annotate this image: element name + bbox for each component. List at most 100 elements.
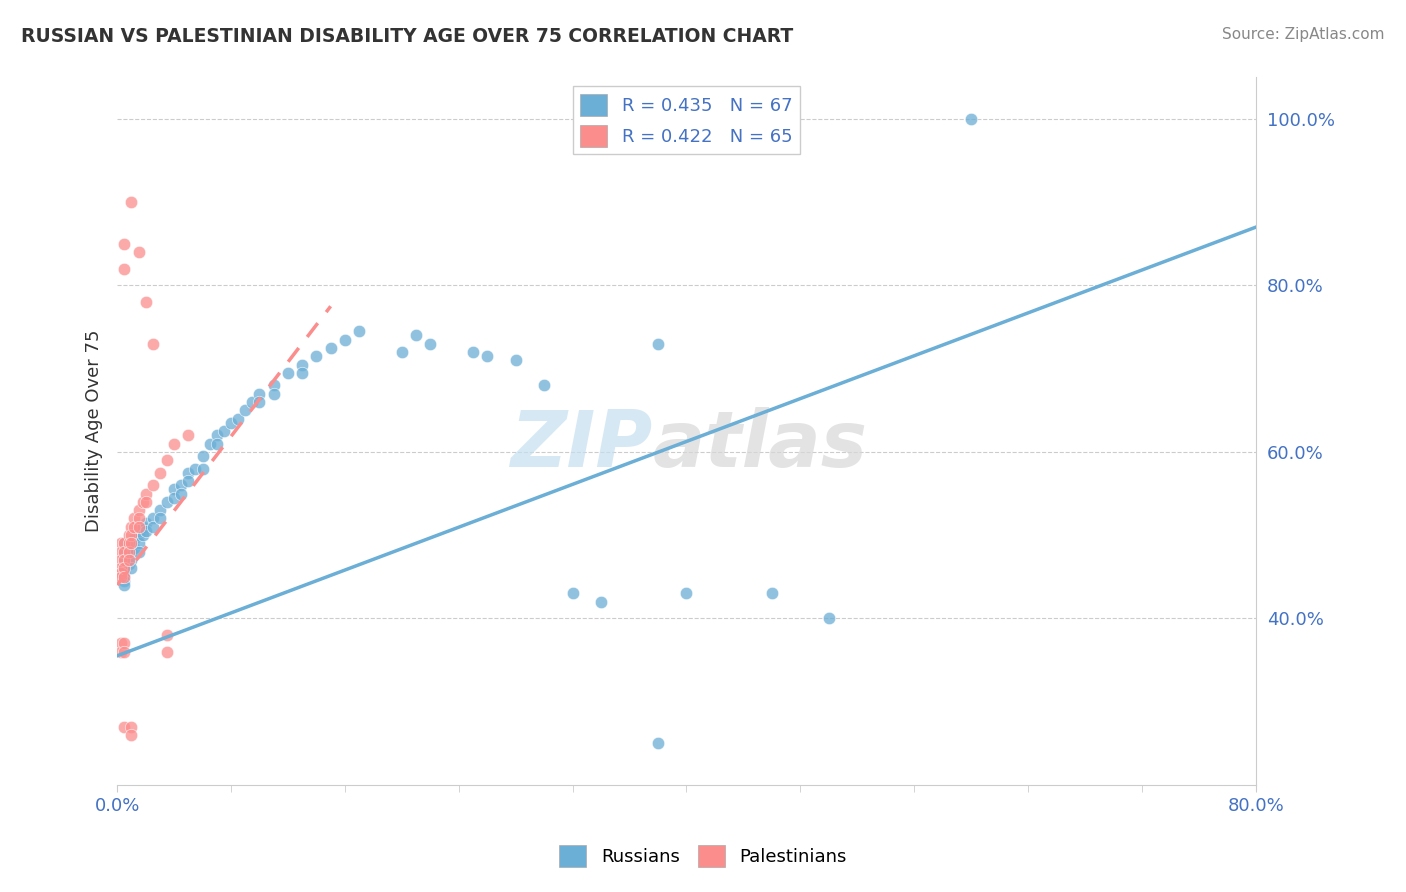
Point xyxy=(170,478,193,492)
Point xyxy=(249,386,271,401)
Point xyxy=(120,536,142,550)
Point xyxy=(333,333,356,347)
Point xyxy=(117,545,139,559)
Point xyxy=(117,536,139,550)
Point xyxy=(205,428,228,442)
Point xyxy=(135,295,157,310)
Point xyxy=(142,511,165,525)
Point xyxy=(128,545,150,559)
Point xyxy=(112,545,135,559)
Point xyxy=(112,645,135,659)
Point xyxy=(263,378,285,392)
Point xyxy=(132,495,155,509)
Point xyxy=(110,645,132,659)
Point xyxy=(191,449,214,463)
Point xyxy=(142,336,165,351)
Point xyxy=(647,736,669,750)
Point xyxy=(419,336,441,351)
Point xyxy=(960,112,983,126)
Point xyxy=(761,586,783,600)
Point xyxy=(177,428,200,442)
Point xyxy=(177,474,200,488)
Point xyxy=(291,366,314,380)
Point xyxy=(110,570,132,584)
Point xyxy=(184,461,207,475)
Point xyxy=(405,328,427,343)
Point xyxy=(112,561,135,575)
Point xyxy=(135,495,157,509)
Point xyxy=(149,503,172,517)
Point xyxy=(149,466,172,480)
Point xyxy=(647,336,669,351)
Point xyxy=(561,586,583,600)
Point xyxy=(120,536,142,550)
Point xyxy=(156,645,179,659)
Point xyxy=(120,545,142,559)
Point xyxy=(505,353,527,368)
Point xyxy=(212,424,235,438)
Point xyxy=(191,461,214,475)
Point xyxy=(117,558,139,572)
Point xyxy=(120,561,142,575)
Text: atlas: atlas xyxy=(652,408,868,483)
Point xyxy=(149,511,172,525)
Point xyxy=(112,553,135,567)
Point xyxy=(128,520,150,534)
Point xyxy=(163,483,186,497)
Point xyxy=(142,520,165,534)
Point xyxy=(128,511,150,525)
Point xyxy=(291,358,314,372)
Point xyxy=(112,536,135,550)
Point xyxy=(233,403,256,417)
Point xyxy=(112,570,135,584)
Point xyxy=(163,436,186,450)
Point xyxy=(156,453,179,467)
Point xyxy=(226,411,249,425)
Point xyxy=(305,349,328,363)
Point xyxy=(205,436,228,450)
Point xyxy=(128,528,150,542)
Point xyxy=(112,553,135,567)
Text: Source: ZipAtlas.com: Source: ZipAtlas.com xyxy=(1222,27,1385,42)
Point xyxy=(112,545,135,559)
Point xyxy=(249,395,271,409)
Point xyxy=(122,533,145,547)
Point xyxy=(112,566,135,580)
Point xyxy=(122,520,145,534)
Point xyxy=(477,349,499,363)
Point xyxy=(120,728,142,742)
Point xyxy=(110,553,132,567)
Point xyxy=(112,261,135,276)
Point xyxy=(263,386,285,401)
Point xyxy=(120,195,142,210)
Point xyxy=(110,636,132,650)
Point xyxy=(170,486,193,500)
Point xyxy=(112,570,135,584)
Point xyxy=(120,528,142,542)
Point xyxy=(110,545,132,559)
Point xyxy=(242,395,264,409)
Point xyxy=(117,528,139,542)
Point xyxy=(112,236,135,251)
Text: RUSSIAN VS PALESTINIAN DISABILITY AGE OVER 75 CORRELATION CHART: RUSSIAN VS PALESTINIAN DISABILITY AGE OV… xyxy=(21,27,793,45)
Point xyxy=(142,478,165,492)
Point xyxy=(112,574,135,588)
Point xyxy=(112,636,135,650)
Point xyxy=(319,341,342,355)
Point xyxy=(110,566,132,580)
Point xyxy=(128,536,150,550)
Point xyxy=(132,528,155,542)
Point xyxy=(128,503,150,517)
Point xyxy=(120,520,142,534)
Point xyxy=(117,553,139,567)
Point xyxy=(135,524,157,538)
Point xyxy=(135,486,157,500)
Point xyxy=(132,520,155,534)
Legend: R = 0.435   N = 67, R = 0.422   N = 65: R = 0.435 N = 67, R = 0.422 N = 65 xyxy=(574,87,800,154)
Point xyxy=(128,245,150,260)
Point xyxy=(817,611,839,625)
Point xyxy=(163,491,186,505)
Point xyxy=(122,541,145,555)
Point xyxy=(120,553,142,567)
Point xyxy=(675,586,697,600)
